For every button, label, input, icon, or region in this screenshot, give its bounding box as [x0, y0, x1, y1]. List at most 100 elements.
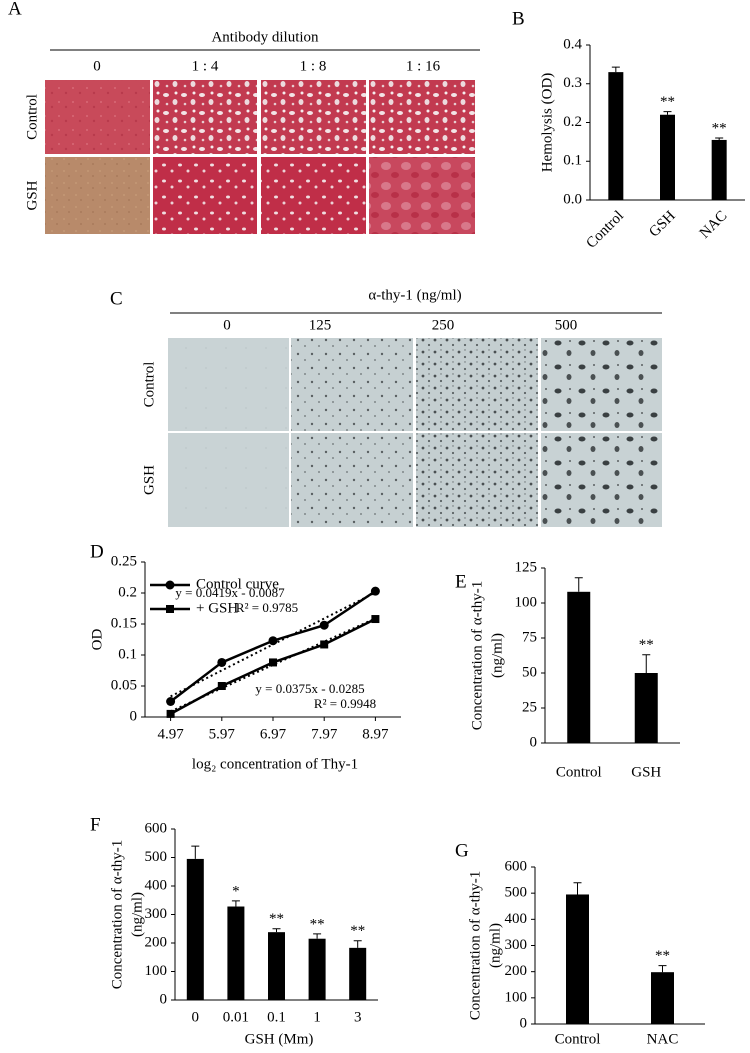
bar [268, 932, 285, 1000]
y-tick-label: 500 [505, 885, 528, 901]
legend-marker [165, 580, 175, 590]
y-tick-label: 200 [505, 963, 528, 979]
panel-label: A [8, 0, 22, 19]
bar [186, 858, 204, 1000]
y-tick-label: 600 [145, 820, 168, 836]
y-axis-label: OD [89, 629, 105, 651]
y-tick-label: 25 [522, 699, 537, 715]
row-label: GSH [141, 465, 157, 495]
error-bar [663, 111, 672, 115]
y-tick-label: 0.2 [118, 584, 137, 600]
bar [566, 894, 589, 1024]
micrograph [416, 338, 538, 431]
micrograph [45, 157, 150, 234]
y-tick-label: 125 [515, 559, 538, 575]
panel-header: Antibody dilution [211, 29, 319, 45]
row-label: Control [141, 362, 157, 408]
column-label: 0 [93, 58, 101, 74]
significance: ** [655, 948, 670, 964]
y-axis-label: Concentration of α-thy-1 [467, 871, 483, 1021]
marker [370, 586, 380, 596]
micrograph [261, 80, 366, 154]
error-bar [573, 882, 582, 895]
y-tick-label: 200 [145, 934, 168, 950]
x-tick-label: NAC [647, 1031, 679, 1047]
micrograph [153, 157, 257, 234]
micrograph [541, 433, 662, 527]
x-tick-label: 0 [192, 1009, 200, 1025]
micrograph [369, 80, 475, 154]
bar [711, 139, 727, 200]
significance: ** [350, 923, 365, 939]
error-bar [272, 928, 281, 933]
legend-label: + GSH [196, 600, 238, 616]
x-tick-label: GSH [631, 764, 661, 780]
column-label: 1 : 16 [406, 58, 441, 74]
y-tick-label: 0.4 [563, 36, 582, 52]
trend-r-squared: R² = 0.9948 [314, 696, 376, 711]
y-tick-label: 0.25 [111, 553, 137, 569]
legend-label: Control curve [196, 576, 279, 592]
x-tick-label: 0.1 [267, 1009, 286, 1025]
significance: ** [269, 911, 284, 927]
x-tick-label: 1 [313, 1009, 321, 1025]
marker [319, 620, 329, 630]
x-tick-label: Control [556, 764, 602, 780]
x-tick-label: 8.97 [362, 726, 389, 742]
x-tick-label: GSH [646, 208, 679, 241]
error-bar [231, 900, 240, 907]
x-tick-label: 6.97 [260, 726, 287, 742]
y-tick-label: 400 [145, 877, 168, 893]
marker [268, 636, 278, 646]
marker [320, 640, 329, 649]
column-label: 500 [555, 317, 578, 333]
y-axis-label: (ng/ml) [487, 923, 503, 968]
error-bar [313, 933, 322, 939]
significance: ** [660, 94, 675, 110]
error-bar [658, 965, 667, 973]
x-axis-label: GSH (Mm) [245, 1031, 314, 1047]
micrograph [291, 338, 413, 431]
bar [651, 972, 674, 1024]
x-tick-label: 3 [354, 1009, 362, 1025]
panel-label: G [455, 840, 469, 861]
x-axis-label: log₂ concentration of Thy-1 [192, 756, 358, 772]
bar [567, 591, 591, 743]
error-bar [191, 845, 200, 859]
column-label: 1 : 8 [300, 58, 327, 74]
y-axis-label: Hemolysis (OD) [539, 73, 555, 173]
y-tick-label: 0.1 [563, 153, 582, 169]
y-tick-label: 100 [145, 963, 168, 979]
x-tick-label: 4.97 [157, 726, 184, 742]
micrograph [291, 433, 413, 527]
column-label: 250 [432, 317, 455, 333]
panel-label: E [455, 571, 467, 592]
panel-label: C [110, 288, 123, 309]
error-bar [574, 577, 583, 592]
error-bar [642, 654, 651, 673]
y-tick-label: 600 [505, 858, 528, 874]
marker [166, 709, 175, 718]
error-bar [353, 940, 362, 948]
bar [308, 938, 326, 1000]
micrograph [541, 338, 662, 431]
panel-label: F [90, 814, 101, 835]
column-label: 1 : 4 [192, 58, 219, 74]
y-tick-label: 0.0 [563, 191, 582, 207]
panel-label: B [512, 8, 525, 29]
y-tick-label: 0 [530, 734, 538, 750]
y-axis-label: Concentration of α-thy-1 [109, 840, 125, 990]
y-tick-label: 400 [505, 911, 528, 927]
significance: ** [712, 120, 727, 136]
micrograph [168, 338, 289, 431]
significance: ** [639, 637, 654, 653]
column-label: 125 [309, 317, 332, 333]
x-tick-label: NAC [697, 208, 731, 242]
trendline [170, 591, 376, 698]
x-tick-label: Control [583, 208, 627, 252]
y-tick-label: 0.3 [563, 75, 582, 91]
bar [227, 906, 245, 1000]
y-tick-label: 500 [145, 849, 168, 865]
x-tick-label: 7.97 [311, 726, 338, 742]
